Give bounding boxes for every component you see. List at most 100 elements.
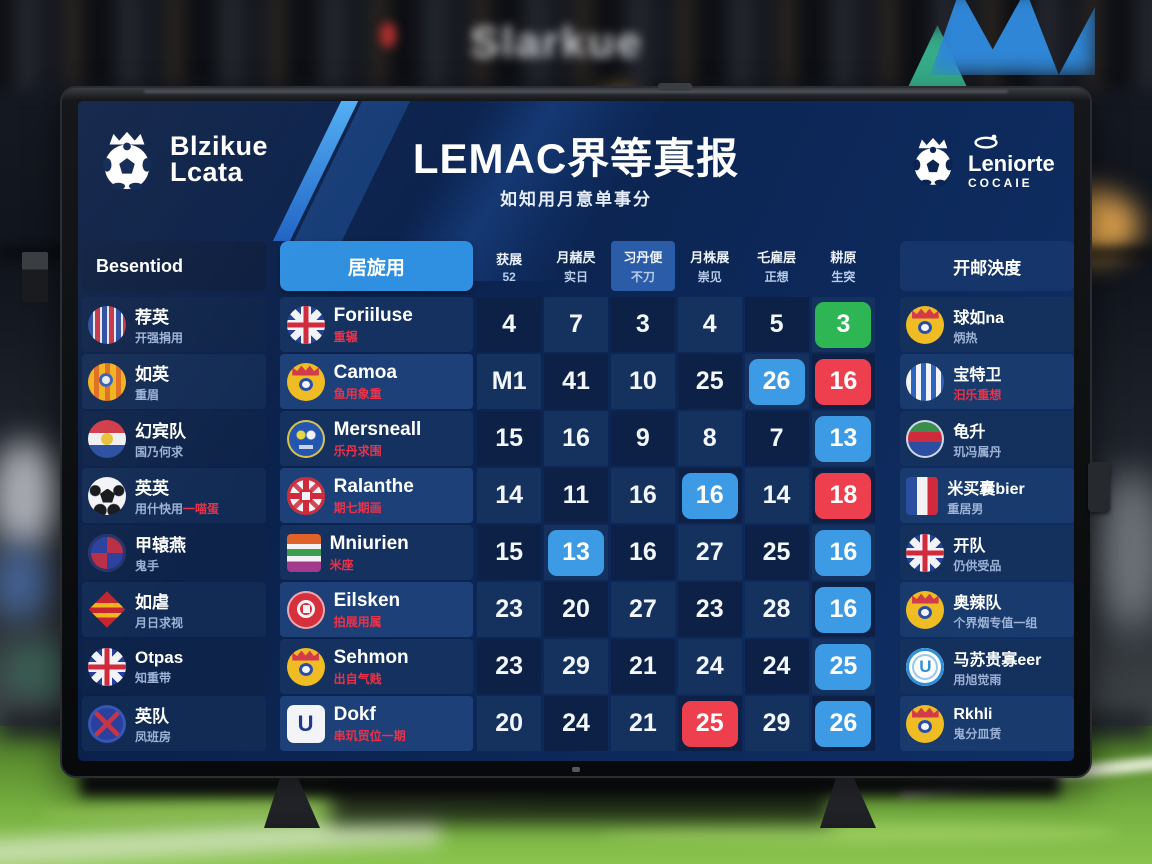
tv-frame: Blzikue Lcata LEMAC界等真报 如知用月意单事分 (60, 83, 1092, 778)
stat-cell: 25 (677, 354, 742, 409)
table-row: 幻宾队 国乃何求 Mersneall 乐丹求围 15 16 9 8 7 13 龟升 玑冯属丹 (82, 411, 1074, 466)
stat-cell: 5 (744, 297, 809, 352)
team-subtext: 拍展用属 (333, 614, 382, 629)
grass-streak (600, 822, 1120, 844)
stat-cell: 4 (677, 297, 742, 352)
team-cell: Sehmon 出自气贱 (279, 639, 474, 694)
team-name: 马苏贵寡eer (953, 651, 1042, 669)
stat-cell: 16 (811, 525, 876, 580)
league-logo-right: Leniorte COCAIE (906, 133, 1055, 189)
stat-cell: 16 (811, 582, 876, 637)
stat-cell: 10 (610, 354, 675, 409)
team-name: Ralanthe (333, 475, 414, 497)
stat-pill-red: 18 (815, 472, 872, 519)
stat-cell: 27 (610, 582, 675, 637)
team-cell: Mersneall 乐丹求围 (279, 411, 474, 466)
standings-item: Rkhli 鬼分皿赁 (900, 696, 1074, 751)
column-header: 获展 52 (477, 241, 541, 291)
mascot-doodle-icon (974, 134, 998, 149)
column-header: 月赭昃 实日 (544, 241, 608, 291)
stat-cell: 29 (744, 696, 809, 751)
table-row: 如英 重眉 Camoa 鱼用象重 M1 41 10 25 26 16 宝特卫 汨乐重想 (82, 354, 1074, 409)
stat-cell: 7 (544, 297, 608, 352)
crest-gold-icon (906, 305, 945, 344)
stat-pill-blue: 13 (815, 415, 872, 462)
sidebar-team: 甲辕燕 鬼手 (82, 525, 266, 580)
stat-cell: 9 (610, 411, 675, 466)
stat-cell: 26 (811, 696, 876, 751)
stat-cell: 20 (477, 696, 542, 751)
team-subtext: 重居男 (947, 501, 984, 516)
blurred-spectator (0, 545, 50, 620)
ad-board-blob (380, 22, 396, 48)
team-subtext: 重眉 (135, 388, 160, 402)
sidebar-team: 幻宾队 国乃何求 (82, 411, 266, 466)
team-subtext: 鱼用象重 (333, 386, 382, 401)
team-subtext: 国乃何求 (135, 445, 184, 459)
table-row: 如虐 月日求视 Eilsken 拍展用属 23 20 27 23 28 16 奥辣队 个界烟专值一组 (82, 582, 1074, 637)
team-name: Rkhli (953, 705, 993, 723)
stat-cell: 15 (477, 411, 542, 466)
soccer-ball-crown-icon (913, 137, 953, 186)
team-cell: Mniurien 米座 (279, 525, 474, 580)
standings-item: 奥辣队 个界烟专值一组 (900, 582, 1074, 637)
column-header-top: 耕原 (830, 250, 857, 265)
logo-text-line2: COCAIE (968, 176, 1033, 190)
stat-cell: 28 (744, 582, 809, 637)
team-name: Foriiluse (333, 304, 413, 326)
shield-bw-icon (906, 362, 945, 401)
union-icon (88, 647, 126, 686)
stat-cell: 15 (477, 525, 542, 580)
stat-pill-blue: 16 (815, 586, 872, 633)
blurred-spectator (0, 440, 60, 550)
logo-text-line1: Blzikue (170, 131, 269, 162)
sidebar-team: 如虐 月日求视 (82, 582, 266, 637)
stat-pill-blue: 26 (815, 700, 872, 747)
team-name: Mersneall (333, 418, 422, 440)
stat-cell: 23 (477, 639, 542, 694)
check-br-icon (88, 533, 126, 572)
team-name: 球如na (953, 309, 1005, 327)
active-tab[interactable]: 居旋用 (279, 241, 474, 291)
team-cell: Dokf 串玑贸位一期 (279, 696, 474, 751)
team-name: 如虐 (135, 593, 169, 612)
team-subtext: 用什快用一喵蛋 (135, 502, 220, 516)
standings-item: 马苏贵寡eer 用旭觉雨 (900, 639, 1074, 694)
team-subtext: 重辗 (333, 329, 358, 344)
team-subtext: 凤班房 (135, 730, 172, 744)
crest-gold-icon (906, 590, 945, 629)
logo-text-line1: Leniorte (968, 151, 1055, 176)
standings-item: 龟升 玑冯属丹 (900, 411, 1074, 466)
column-header-bottom: 不刀 (630, 270, 655, 284)
team-name: 幻宾队 (135, 422, 186, 441)
column-header-bottom: 正想 (764, 270, 789, 284)
stat-pill-blue: 16 (815, 529, 872, 576)
circle-rw-icon (286, 476, 325, 515)
column-header-top: 月株展 (690, 250, 730, 265)
table-row: 甲辕燕 鬼手 Mniurien 米座 15 13 16 27 25 16 开队 仍供受品 (82, 525, 1074, 580)
sidebar-header: Besentiod (82, 241, 266, 291)
page-title: LEMAC界等真报 (412, 135, 740, 182)
stat-cell: 8 (677, 411, 742, 466)
shield-gold-icon (88, 362, 126, 401)
union-icon (906, 533, 945, 572)
stat-cell: 24 (677, 639, 742, 694)
column-header-bottom: 生突 (831, 270, 856, 284)
team-cell: Ralanthe 期七期画 (279, 468, 474, 523)
crest-gold-icon (286, 647, 325, 686)
stat-cell: 24 (544, 696, 608, 751)
flag-fr-icon (906, 476, 939, 515)
stat-cell: 14 (744, 468, 809, 523)
stat-cell: 21 (610, 696, 675, 751)
shield-bluex-icon (88, 704, 126, 743)
stat-cell: 20 (544, 582, 608, 637)
shield-blue-icon (286, 419, 325, 458)
stat-cell: 23 (677, 582, 742, 637)
column-header-top: 习丹便 (623, 250, 663, 265)
stat-cell: 11 (544, 468, 608, 523)
column-header-bottom: 崇见 (697, 270, 722, 284)
standings-item: 米买囊bier 重居男 (900, 468, 1074, 523)
logo-text-line2: Lcata (170, 157, 244, 187)
soccer-ball-crown-icon (102, 131, 152, 190)
sidebar-team: Otpas 知重带 (82, 639, 266, 694)
